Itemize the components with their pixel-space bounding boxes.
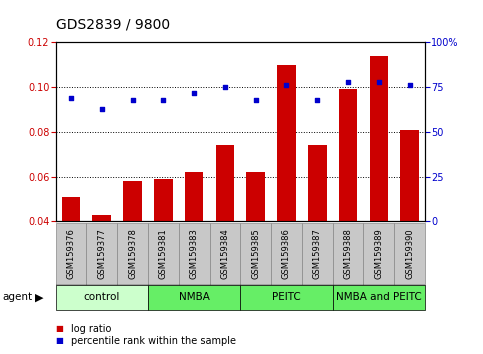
Bar xyxy=(394,223,425,285)
Point xyxy=(98,106,106,112)
Bar xyxy=(148,223,179,285)
Bar xyxy=(215,145,234,221)
Text: GSM159390: GSM159390 xyxy=(405,228,414,279)
Text: GDS2839 / 9800: GDS2839 / 9800 xyxy=(56,18,170,32)
Point xyxy=(344,79,352,85)
Bar xyxy=(333,223,364,285)
Point xyxy=(190,90,198,95)
Point xyxy=(406,82,413,88)
Bar xyxy=(364,223,394,285)
Bar xyxy=(246,172,265,221)
Bar xyxy=(56,285,148,310)
Bar xyxy=(400,130,419,221)
Text: GSM159381: GSM159381 xyxy=(159,228,168,279)
Bar xyxy=(308,145,327,221)
Bar xyxy=(240,223,271,285)
Text: NMBA and PEITC: NMBA and PEITC xyxy=(336,292,422,302)
Bar xyxy=(185,172,203,221)
Text: GSM159383: GSM159383 xyxy=(190,228,199,279)
Bar xyxy=(117,223,148,285)
Text: percentile rank within the sample: percentile rank within the sample xyxy=(71,336,236,346)
Bar xyxy=(240,285,333,310)
Point xyxy=(283,82,290,88)
Bar xyxy=(369,56,388,221)
Point xyxy=(252,97,259,103)
Text: GSM159386: GSM159386 xyxy=(282,228,291,279)
Bar xyxy=(302,223,333,285)
Text: log ratio: log ratio xyxy=(71,324,112,333)
Text: GSM159388: GSM159388 xyxy=(343,228,353,279)
Text: GSM159384: GSM159384 xyxy=(220,228,229,279)
Text: PEITC: PEITC xyxy=(272,292,301,302)
Text: GSM159389: GSM159389 xyxy=(374,228,384,279)
Bar xyxy=(92,215,111,221)
Point xyxy=(221,84,229,90)
Text: GSM159377: GSM159377 xyxy=(97,228,106,279)
Text: GSM159378: GSM159378 xyxy=(128,228,137,279)
Bar xyxy=(148,285,241,310)
Bar xyxy=(210,223,240,285)
Bar xyxy=(62,197,80,221)
Bar xyxy=(333,285,425,310)
Text: GSM159385: GSM159385 xyxy=(251,228,260,279)
Bar xyxy=(56,223,86,285)
Bar xyxy=(339,90,357,221)
Bar xyxy=(86,223,117,285)
Text: GSM159387: GSM159387 xyxy=(313,228,322,279)
Bar xyxy=(179,223,210,285)
Bar xyxy=(271,223,302,285)
Point xyxy=(128,97,136,103)
Bar xyxy=(154,179,172,221)
Text: GSM159376: GSM159376 xyxy=(67,228,75,279)
Text: ■: ■ xyxy=(56,336,63,345)
Text: ■: ■ xyxy=(56,324,63,333)
Point xyxy=(313,97,321,103)
Bar xyxy=(277,65,296,221)
Text: NMBA: NMBA xyxy=(179,292,210,302)
Text: control: control xyxy=(84,292,120,302)
Point xyxy=(375,79,383,85)
Text: agent: agent xyxy=(2,292,32,302)
Point xyxy=(159,97,167,103)
Text: ▶: ▶ xyxy=(35,292,43,302)
Bar xyxy=(123,181,142,221)
Point xyxy=(67,95,75,101)
